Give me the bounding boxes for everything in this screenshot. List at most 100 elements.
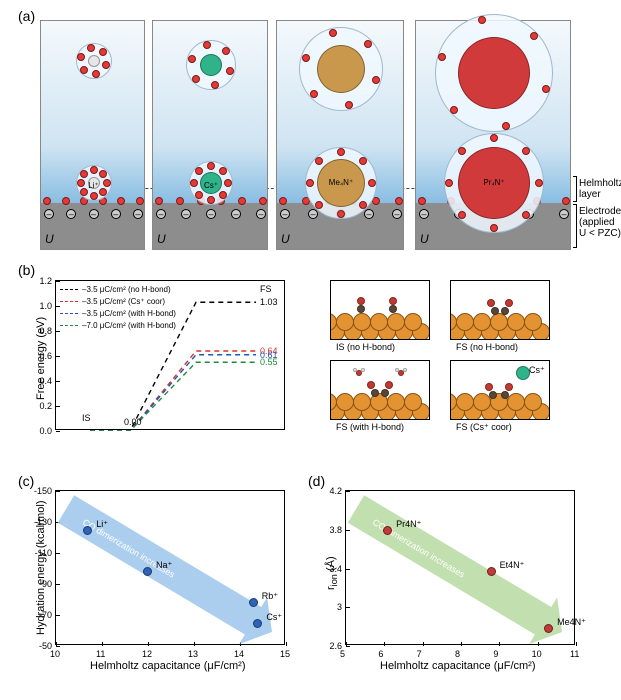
- cation-name: Li⁺: [78, 181, 110, 190]
- scatter-point-label: Pr4N⁺: [396, 519, 421, 530]
- water-molecule: [43, 197, 51, 205]
- cation-core: [317, 45, 365, 93]
- ytick: 4.2: [314, 486, 342, 496]
- panel-b-ylabel: Free energy (eV): [35, 317, 47, 400]
- electrode-neg-charge: –: [156, 209, 166, 219]
- electrode-neg-charge: –: [206, 209, 216, 219]
- panel-a-column: U–––––Cs⁺: [152, 20, 268, 250]
- electrode-neg-charge: –: [44, 209, 54, 219]
- scatter-point-label: Cs⁺: [266, 612, 282, 623]
- is-value: 0.00: [124, 417, 142, 427]
- xtick: 14: [234, 649, 244, 659]
- panel-b-legend: –3.5 μC/cm² (no H-bond)–3.5 μC/cm² (Cs⁺ …: [60, 284, 176, 332]
- water-molecule: [542, 85, 550, 93]
- water-molecule: [490, 224, 498, 232]
- water-molecule: [502, 122, 510, 130]
- ytick: 2.6: [314, 641, 342, 651]
- water-molecule: [522, 147, 530, 155]
- water-molecule: [359, 157, 367, 165]
- legend-label: –3.5 μC/cm² (Cs⁺ coor): [82, 297, 165, 306]
- water-molecule: [188, 55, 196, 63]
- water-molecule: [395, 197, 403, 205]
- panel-d-ylabel: rion (Å): [325, 556, 339, 590]
- water-molecule: [80, 66, 88, 74]
- thumb-label: IS (no H-bond): [336, 342, 395, 352]
- water-molecule: [226, 67, 234, 75]
- water-molecule: [490, 134, 498, 142]
- electrode-neg-charge: –: [419, 209, 429, 219]
- xtick: 11: [96, 649, 105, 659]
- scatter-point-label: Et4N⁺: [500, 560, 525, 571]
- water-molecule: [176, 197, 184, 205]
- electrode-neg-charge: –: [111, 209, 121, 219]
- water-molecule: [219, 167, 227, 175]
- electrode-neg-charge: –: [181, 209, 191, 219]
- applied-potential-U: U: [281, 232, 290, 246]
- applied-potential-U: U: [420, 232, 429, 246]
- xtick: 13: [188, 649, 198, 659]
- ytick: -50: [24, 641, 52, 651]
- scatter-point-label: Me4N⁺: [557, 617, 586, 628]
- cation-name: Me₄N⁺: [325, 178, 357, 187]
- water-molecule: [195, 167, 203, 175]
- xtick: 11: [570, 649, 579, 659]
- cation-name: Cs⁺: [195, 181, 227, 190]
- water-molecule: [445, 179, 453, 187]
- xtick: 10: [532, 649, 542, 659]
- water-molecule: [195, 191, 203, 199]
- water-molecule: [306, 179, 314, 187]
- scatter-point-label: Li⁺: [96, 519, 108, 530]
- water-molecule: [458, 211, 466, 219]
- panel-a-column: U–––––Li⁺: [40, 20, 145, 250]
- water-molecule: [418, 197, 426, 205]
- water-molecule: [90, 192, 98, 200]
- water-molecule: [62, 197, 70, 205]
- xtick: 15: [280, 649, 290, 659]
- electrode-neg-charge: –: [231, 209, 241, 219]
- applied-potential-U: U: [45, 232, 54, 246]
- scatter-point: [544, 624, 553, 633]
- water-molecule: [102, 61, 110, 69]
- water-molecule: [337, 148, 345, 156]
- water-molecule: [530, 32, 538, 40]
- water-molecule: [562, 197, 570, 205]
- panel-d-chart: 5678910112.633.43.84.2CO dimerization in…: [345, 490, 575, 645]
- water-molecule: [337, 210, 345, 218]
- electrode-neg-charge: –: [89, 209, 99, 219]
- water-molecule: [359, 201, 367, 209]
- structure-thumb: [330, 360, 430, 420]
- ytick: -150: [24, 486, 52, 496]
- structure-thumb: [450, 280, 550, 340]
- water-molecule: [310, 90, 318, 98]
- panel-c-xlabel: Helmholtz capacitance (μF/cm²): [90, 660, 246, 672]
- ytick: 3: [314, 602, 342, 612]
- panel-a-column: U–––––Pr₄N⁺: [415, 20, 571, 250]
- cation-core: [458, 37, 530, 109]
- ytick: 1.0: [30, 301, 52, 311]
- electrode-neg-charge: –: [392, 209, 402, 219]
- xtick: 9: [493, 649, 498, 659]
- panel-c-ylabel: Hydration energy (kcal/mol): [35, 501, 47, 636]
- electrode-neg-charge: –: [280, 209, 290, 219]
- scatter-point: [249, 598, 258, 607]
- water-molecule: [279, 197, 287, 205]
- water-molecule: [302, 54, 310, 62]
- panel-d-xlabel: Helmholtz capacitance (μF/cm²): [380, 660, 536, 672]
- scatter-point-label: Na⁺: [156, 560, 172, 571]
- electrode-label: Electrode(appliedU < PZC): [579, 206, 621, 239]
- thumb-label: FS (no H-bond): [456, 342, 518, 352]
- panel-c-chart: 101112131415-150-130-110-90-70-50CO dime…: [55, 490, 285, 645]
- structure-thumb: Cs⁺: [450, 360, 550, 420]
- legend-label: –7.0 μC/cm² (with H-bond): [82, 321, 176, 330]
- cation-core: [88, 55, 100, 67]
- electrode-neg-charge: –: [364, 209, 374, 219]
- panel-a-schematic: U–––––Li⁺U–––––Cs⁺U–––––Me₄N⁺U–––––Pr₄N⁺…: [40, 20, 570, 250]
- legend-label: –3.5 μC/cm² (with H-bond): [82, 309, 176, 318]
- ytick: 1.2: [30, 276, 52, 286]
- scatter-point: [143, 567, 152, 576]
- xtick: 6: [378, 649, 383, 659]
- cs-label: Cs⁺: [529, 365, 545, 376]
- water-molecule: [87, 44, 95, 52]
- scatter-point: [487, 567, 496, 576]
- cation-name: Pr₄N⁺: [478, 178, 510, 187]
